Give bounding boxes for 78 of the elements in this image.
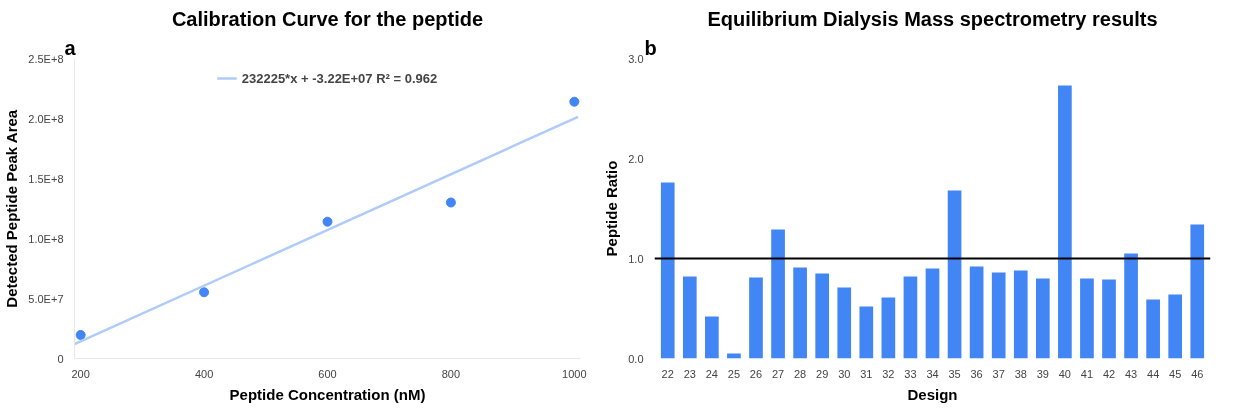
bar (682, 276, 697, 359)
x-tick-label: 35 (948, 367, 961, 380)
x-tick-label: 29 (816, 367, 829, 380)
bar (1124, 253, 1138, 359)
point (569, 96, 580, 107)
bar (859, 306, 874, 359)
x-tick-label: 22 (661, 367, 674, 380)
bar (1168, 294, 1183, 359)
bar (969, 266, 984, 359)
x-tick-label: 23 (683, 367, 696, 380)
bar (771, 229, 785, 359)
y-tick-label: 1.0 (628, 252, 644, 265)
bar (705, 316, 719, 359)
x-tick-label: 36 (970, 367, 983, 380)
x-tick-label: 42 (1102, 367, 1116, 380)
bar (991, 272, 1006, 359)
bar (660, 182, 675, 359)
x-tick-label: 44 (1147, 367, 1160, 380)
x-tick-label: 600 (318, 367, 337, 380)
y-axis-title: Peptide Ratio (603, 160, 621, 257)
bar (837, 287, 852, 359)
y-tick-label: 5.0E+7 (28, 292, 64, 305)
point (75, 329, 86, 340)
x-tick-label: 1000 (562, 367, 587, 380)
annotation: b (644, 36, 657, 59)
bar (947, 190, 962, 359)
x-tick-label: 37 (992, 367, 1005, 380)
x-axis-title: Peptide Concentration (nM) (229, 385, 426, 403)
bar (1013, 270, 1028, 359)
x-tick-label: 45 (1169, 367, 1182, 380)
x-tick-label: 400 (194, 367, 214, 380)
y-tick-label: 1.0E+8 (28, 232, 64, 245)
annotation: a (64, 36, 77, 59)
x-tick-label: 41 (1080, 367, 1094, 380)
bar (925, 268, 940, 359)
x-tick-label: 25 (727, 367, 741, 380)
x-tick-label: 24 (705, 367, 718, 380)
x-tick-label: 32 (882, 367, 895, 380)
bar (881, 297, 896, 359)
y-axis-title: Detected Peptide Peak Area (3, 109, 21, 308)
x-tick-label: 30 (838, 367, 851, 380)
bar (1190, 224, 1205, 359)
bar (793, 267, 807, 359)
bar (1035, 278, 1050, 359)
x-tick-label: 31 (860, 367, 873, 380)
x-axis-title: Design (907, 385, 958, 403)
y-tick-label: 0.0 (628, 352, 644, 365)
point (445, 197, 456, 208)
x-tick-label: 43 (1124, 367, 1138, 380)
bar (1102, 279, 1116, 359)
x-tick-label: 38 (1014, 367, 1027, 380)
chart-title: Equilibrium Dialysis Mass spectrometry results (707, 7, 1158, 30)
y-tick-label: 2.5E+8 (28, 52, 64, 65)
point (199, 287, 210, 298)
x-tick-label: 39 (1036, 367, 1049, 380)
x-tick-label: 800 (441, 367, 461, 380)
x-tick-label: 200 (71, 367, 90, 380)
y-tick-label: 3.0 (628, 52, 644, 65)
chart-title: Calibration Curve for the peptide (171, 7, 484, 30)
point (322, 216, 333, 227)
x-tick-label: 46 (1191, 367, 1204, 380)
x-tick-label: 34 (926, 367, 939, 380)
y-tick-label: 2.0 (628, 152, 644, 165)
y-tick-label: 1.5E+8 (28, 172, 64, 185)
legend-label: 232225*x + -3.22E+07 R² = 0.962 (241, 70, 438, 86)
bar (749, 277, 763, 359)
y-tick-label: 2.0E+8 (28, 112, 64, 125)
bar (903, 276, 918, 359)
x-tick-label: 40 (1058, 367, 1072, 380)
x-tick-label: 27 (771, 367, 785, 380)
bar (1146, 299, 1160, 359)
y-tick-label: 0 (57, 352, 64, 365)
bar (815, 273, 830, 359)
x-tick-label: 28 (794, 367, 807, 380)
x-tick-label: 26 (749, 367, 763, 380)
bar (1058, 85, 1072, 359)
bar (1080, 278, 1094, 359)
x-tick-label: 33 (904, 367, 917, 380)
